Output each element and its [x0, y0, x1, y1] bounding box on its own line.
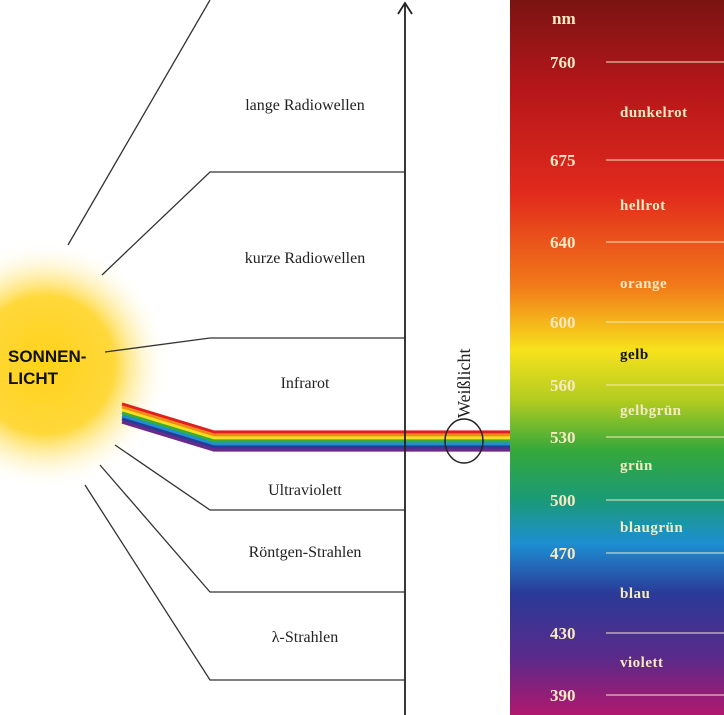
white-light-label: Weißlicht: [454, 348, 474, 418]
sun-label: SONNEN-: [8, 347, 86, 366]
band-label: kurze Radiowellen: [245, 250, 365, 267]
wavelength-label: 470: [550, 544, 576, 563]
wavelength-label: 640: [550, 233, 576, 252]
band-label: Ultraviolett: [268, 482, 342, 499]
wavelength-label: 500: [550, 491, 576, 510]
axis-arrow: [397, 1, 413, 15]
band-label: lange Radiowellen: [245, 97, 365, 114]
band-label: Röntgen-Strahlen: [249, 544, 362, 561]
color-label: gelb: [620, 347, 649, 363]
wavelength-label: 530: [550, 428, 576, 447]
color-label: gelbgrün: [620, 403, 682, 419]
wavelength-label: 675: [550, 151, 576, 170]
wavelength-label: 600: [550, 313, 576, 332]
wavelength-label: 430: [550, 624, 576, 643]
unit-label: nm: [552, 9, 576, 28]
color-label: orange: [620, 276, 667, 292]
color-label: hellrot: [620, 198, 666, 214]
color-label: dunkelrot: [620, 105, 688, 121]
white-light-beam: [121, 402, 512, 452]
spectrum: [510, 0, 724, 715]
wavelength-label: 560: [550, 376, 576, 395]
color-label: grün: [620, 458, 653, 474]
sun: [0, 240, 170, 490]
wavelength-label: 760: [550, 53, 576, 72]
wavelength-label: 390: [550, 686, 576, 705]
color-label: blaugrün: [620, 520, 683, 536]
band-label: λ-Strahlen: [272, 629, 338, 646]
white-light-circle: [444, 418, 484, 464]
sun-label: LICHT: [8, 369, 59, 388]
ray-lines: [67, 0, 405, 681]
color-label: violett: [620, 655, 663, 671]
color-label: blau: [620, 586, 650, 602]
band-label: Infrarot: [281, 375, 330, 392]
